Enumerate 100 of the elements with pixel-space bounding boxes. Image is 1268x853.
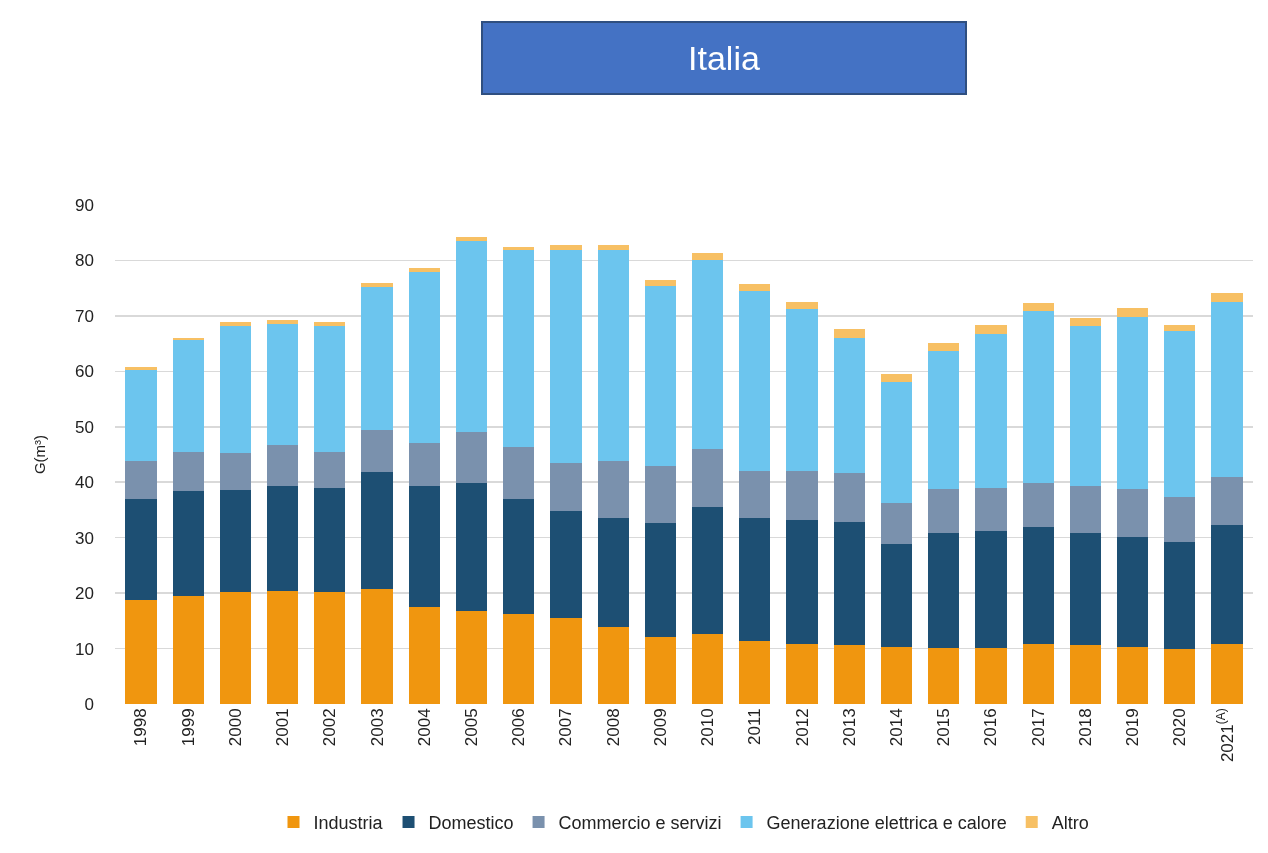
bar: [739, 470, 771, 519]
bar: [219, 489, 251, 592]
legend-label: Commercio e servizi: [558, 813, 722, 834]
x-tick-label: 2003: [367, 708, 387, 747]
bar: [361, 430, 393, 472]
bar: [503, 250, 535, 448]
bar: [361, 471, 393, 590]
bar: [455, 432, 488, 483]
x-tick-label: 2020: [1170, 708, 1190, 747]
bar: [1164, 541, 1196, 650]
bar: [1022, 526, 1054, 645]
bar: [125, 461, 157, 499]
bar: [880, 381, 913, 504]
y-axis-title: G(m³): [31, 434, 49, 475]
bar: [786, 309, 818, 472]
bar: [597, 518, 629, 628]
bar: [1117, 646, 1149, 704]
bar: [1164, 324, 1196, 332]
bar: [928, 648, 960, 704]
bar: [361, 283, 393, 288]
bar: [455, 610, 488, 704]
bar: [550, 511, 582, 619]
bar: [267, 444, 299, 486]
y-tick-label: 70: [75, 306, 94, 326]
bar: [739, 518, 771, 641]
bar: [408, 268, 440, 273]
bar: [314, 451, 346, 489]
bar: [219, 321, 251, 326]
x-tick-label: 2002: [320, 708, 340, 747]
bar: [1069, 325, 1101, 487]
bar: [692, 253, 724, 260]
bar: [644, 523, 676, 638]
x-tick-label: 2008: [603, 708, 623, 747]
bar: [550, 462, 582, 512]
bar: [125, 370, 157, 462]
bar: [1117, 307, 1149, 317]
x-tick-label: 2018: [1075, 708, 1095, 747]
bar: [314, 592, 346, 704]
y-tick-label: 90: [75, 195, 94, 215]
legend-label: Domestico: [428, 813, 514, 834]
bar: [1164, 497, 1196, 542]
bar: [314, 321, 346, 326]
bar: [125, 498, 157, 601]
bar: [597, 250, 629, 462]
bar: [219, 325, 251, 453]
bar: [408, 485, 440, 607]
bar: [833, 522, 865, 646]
x-tick-label: 2019: [1123, 708, 1143, 747]
bar: [928, 488, 960, 534]
bar: [408, 272, 440, 444]
bar: [172, 596, 204, 704]
x-tick-label: 2014: [887, 708, 907, 747]
x-tick-label: 2004: [414, 708, 434, 747]
bar: [455, 241, 488, 433]
bar: [267, 485, 299, 592]
x-tick-label: 2007: [556, 708, 576, 747]
bar: [597, 627, 629, 704]
bar: [1117, 537, 1149, 647]
bar: [692, 448, 724, 508]
bar: [1164, 649, 1196, 704]
bar: [1022, 303, 1054, 312]
x-tick-label: 1998: [131, 708, 151, 747]
bar: [172, 451, 204, 492]
bar: [975, 487, 1007, 532]
bar: [125, 600, 157, 704]
bar: [408, 443, 440, 486]
bar: [267, 591, 299, 704]
bar: [786, 302, 818, 310]
bar: [739, 283, 771, 292]
bar: [880, 646, 913, 704]
bar: [1069, 486, 1101, 534]
bar: [644, 465, 676, 524]
bar: [833, 645, 865, 704]
bar: [597, 461, 629, 519]
bar: [1069, 533, 1101, 646]
bar: [219, 452, 251, 490]
bar: [1211, 644, 1243, 704]
bar: [267, 323, 299, 445]
bar: [455, 236, 488, 242]
bar: [503, 498, 535, 614]
bar: [1211, 302, 1243, 477]
bar: [975, 648, 1007, 704]
bar: [550, 249, 582, 463]
bar: [503, 447, 535, 499]
bar: [692, 259, 724, 449]
x-tick-label: 2012: [792, 708, 812, 747]
x-tick-label: 1999: [178, 708, 198, 747]
chart-title: Italia: [688, 39, 760, 77]
bar: [361, 589, 393, 704]
bar: [644, 637, 676, 704]
bar: [928, 350, 960, 489]
bar: [172, 340, 204, 452]
legend-label: Industria: [313, 813, 384, 834]
bar: [644, 285, 676, 466]
bar: [550, 618, 582, 704]
y-tick-label: 80: [75, 251, 94, 271]
bar: [692, 507, 724, 635]
x-tick-label: 2000: [225, 708, 245, 747]
bar: [408, 606, 440, 704]
bar: [739, 291, 771, 471]
